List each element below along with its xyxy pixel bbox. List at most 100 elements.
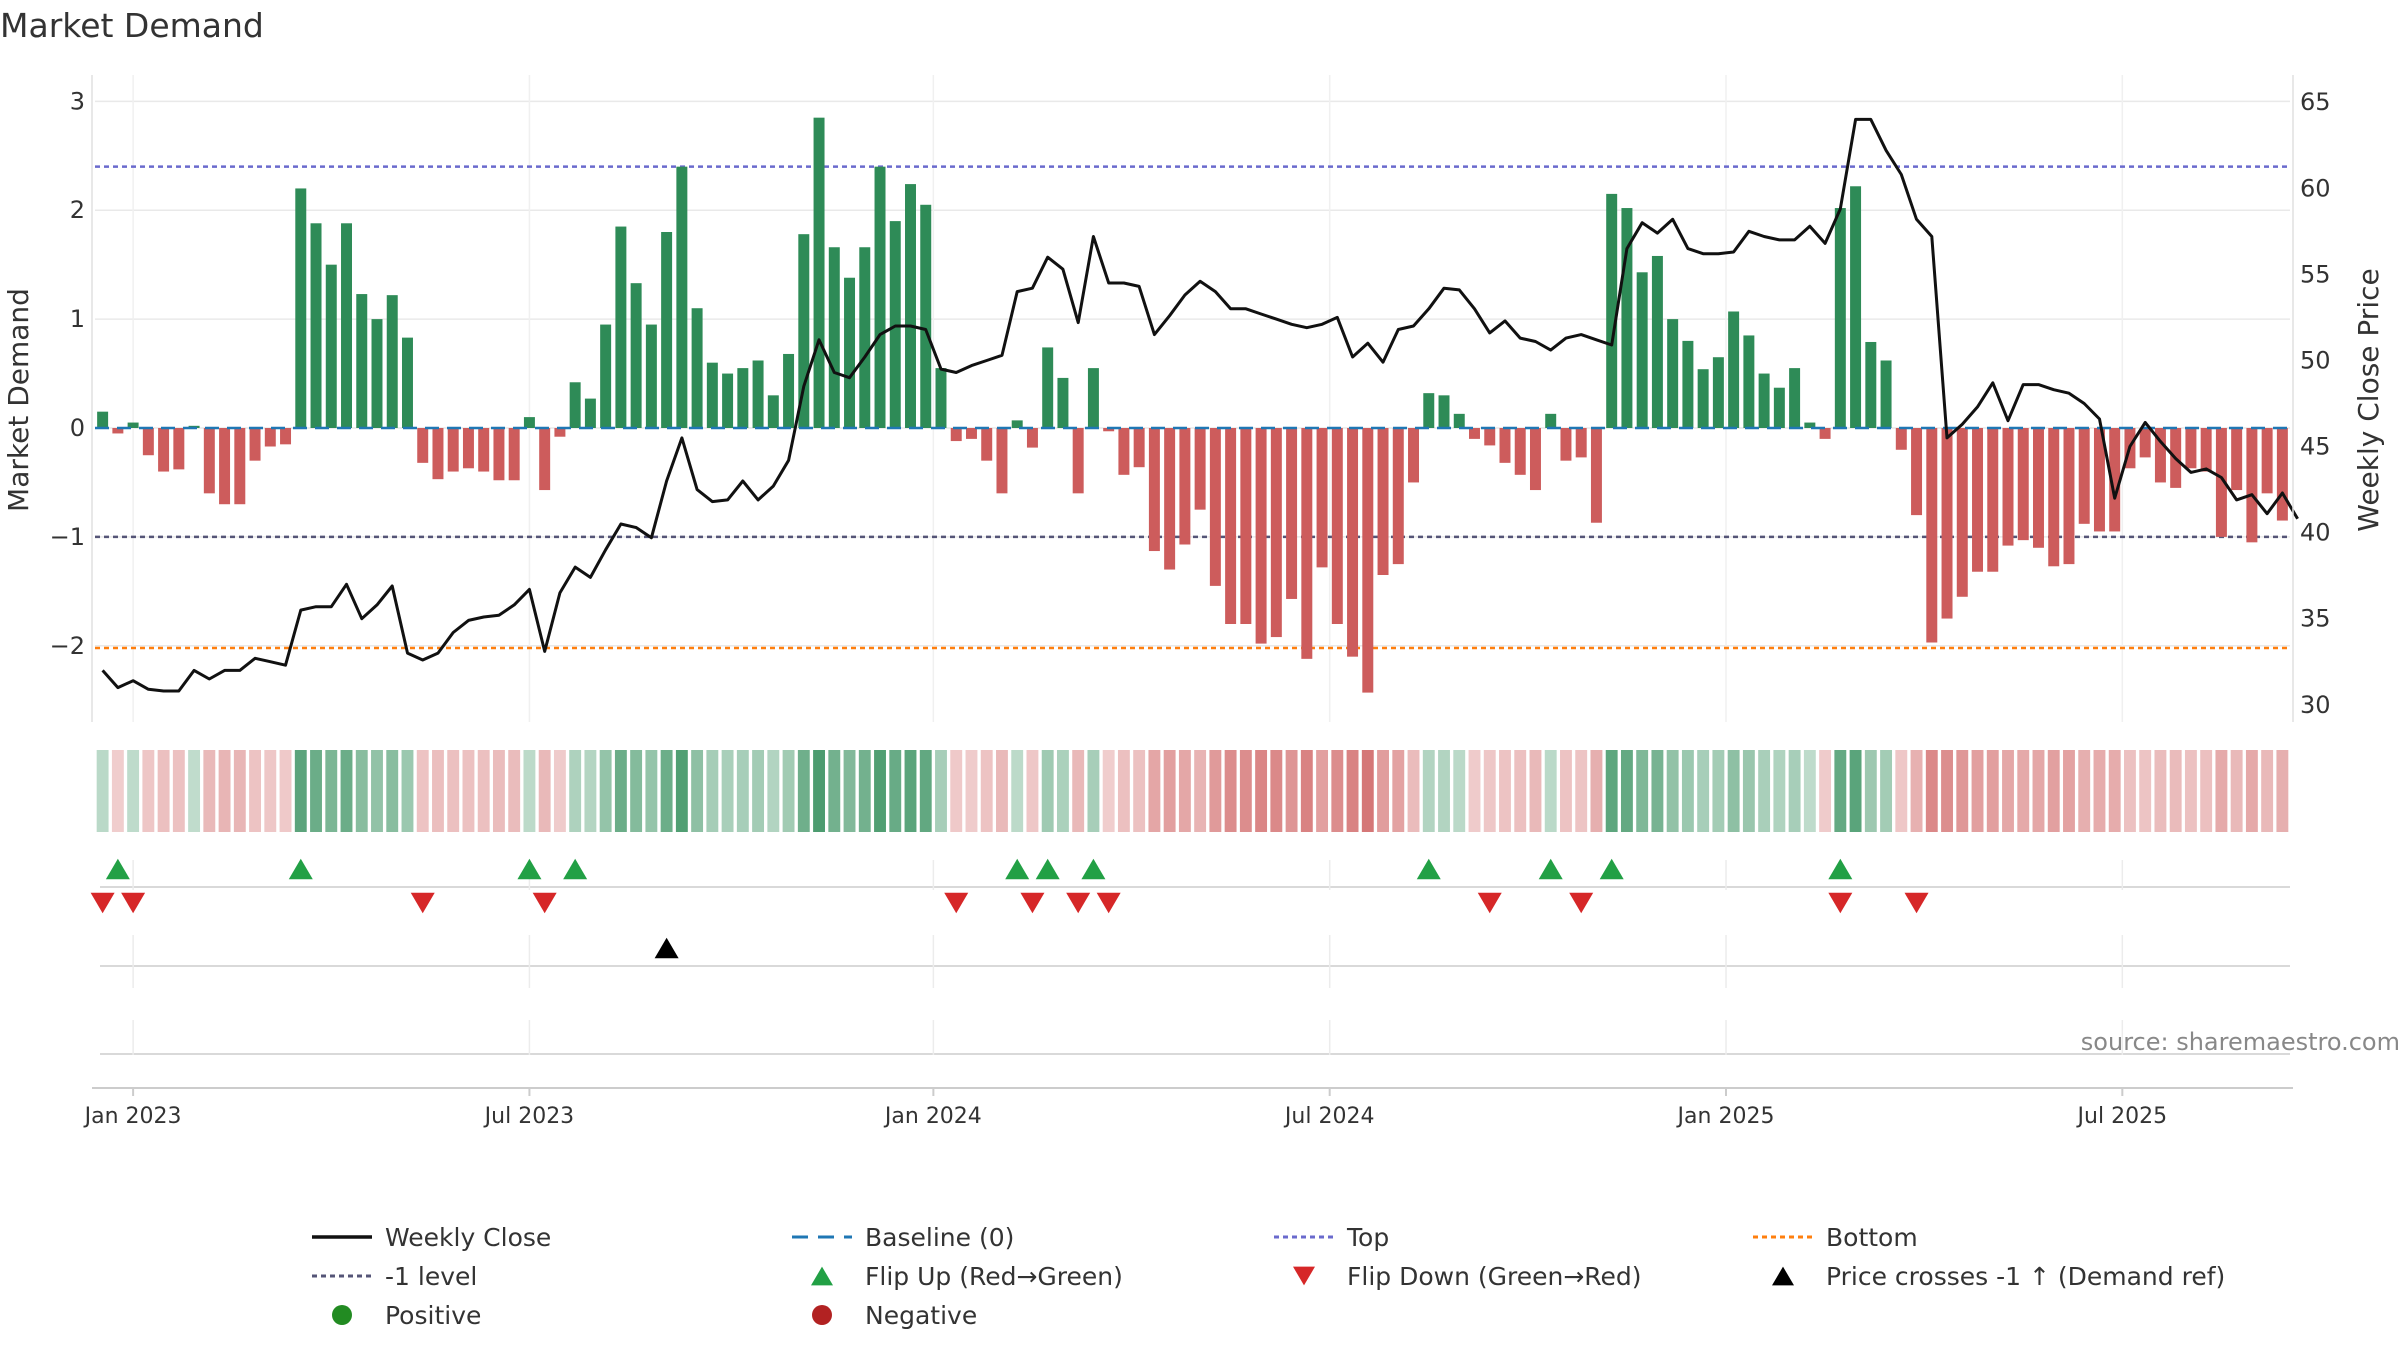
demand-bar: [280, 428, 292, 445]
heat-cell: [2078, 750, 2091, 832]
demand-bar: [2261, 428, 2273, 494]
heat-cell: [1163, 750, 1176, 832]
flip-up-marker: [105, 858, 130, 880]
legend: Weekly Close Baseline (0) Top Bottom -1 leve…: [312, 1223, 2225, 1330]
heat-cell: [1255, 750, 1268, 832]
heat-cell: [1636, 750, 1649, 832]
demand-bar: [1499, 428, 1511, 463]
heat-cell: [1407, 750, 1420, 832]
heat-cell: [721, 750, 734, 832]
heat-cell: [2154, 750, 2167, 832]
demand-bar: [1240, 428, 1252, 624]
demand-bar: [1819, 428, 1831, 439]
heat-cell: [1986, 750, 1999, 832]
heat-cell: [1514, 750, 1527, 832]
y-axis-left-label: Market Demand: [2, 288, 35, 512]
heat-cell: [1544, 750, 1557, 832]
heat-cell: [1712, 750, 1725, 832]
demand-bar: [2185, 428, 2197, 469]
legend-flip-up-icon: [811, 1266, 833, 1286]
heat-cell: [614, 750, 627, 832]
heat-cell: [1925, 750, 1938, 832]
demand-bar: [142, 428, 154, 456]
heat-cell: [2002, 750, 2014, 832]
heat-cell: [325, 750, 338, 832]
heat-cell: [203, 750, 216, 832]
heat-cell: [2261, 750, 2274, 832]
demand-bar: [706, 362, 718, 428]
heat-cell: [249, 750, 261, 832]
heat-cell: [1819, 750, 1832, 832]
heat-cell: [569, 750, 582, 832]
heat-cell: [157, 750, 170, 832]
flip-down-marker: [1904, 892, 1929, 914]
legend-label: Baseline (0): [865, 1223, 1014, 1252]
demand-bar: [676, 166, 688, 428]
demand-bar: [859, 247, 871, 428]
source-credit: source: sharemaestro.com: [2081, 1028, 2400, 1056]
heat-cell: [1239, 750, 1252, 832]
demand-bar: [2231, 428, 2243, 491]
demand-bar: [1545, 413, 1557, 428]
demand-bar: [1728, 311, 1740, 428]
heat-cell: [2139, 750, 2152, 832]
demand-bar: [295, 188, 307, 428]
legend-price-cross-icon: [1772, 1266, 1794, 1286]
heat-cell: [904, 750, 917, 832]
y-right-tick-label: 55: [2300, 260, 2331, 288]
demand-bar: [2154, 428, 2166, 483]
heat-cell: [492, 750, 505, 832]
heat-cell: [1178, 750, 1191, 832]
demand-bar: [1423, 393, 1435, 428]
heat-cell: [691, 750, 704, 832]
demand-bar: [447, 428, 459, 472]
demand-bar: [1118, 428, 1130, 475]
demand-bar: [783, 353, 795, 428]
heat-cell: [2063, 750, 2075, 832]
demand-bar: [1621, 208, 1633, 428]
demand-bar: [1789, 368, 1801, 428]
demand-bar: [127, 422, 139, 428]
heat-cell: [1499, 750, 1511, 832]
heat-cell: [1117, 750, 1130, 832]
demand-bar: [630, 283, 642, 428]
demand-bar: [341, 223, 352, 428]
heat-cell: [462, 750, 475, 832]
demand-bar: [1804, 422, 1816, 428]
demand-bar: [371, 319, 383, 428]
demand-bar: [1194, 428, 1206, 510]
demand-bar: [767, 395, 779, 428]
heat-cell: [1346, 750, 1359, 832]
flip-up-marker: [517, 858, 542, 880]
heat-cell: [782, 750, 795, 832]
demand-bar: [539, 428, 551, 491]
legend-label: Weekly Close: [385, 1223, 551, 1252]
demand-bar: [584, 398, 596, 428]
heat-cell: [1697, 750, 1710, 832]
flip-down-marker: [410, 892, 435, 914]
heat-cell: [1483, 750, 1496, 832]
weekly-close-series: [101, 117, 2299, 693]
heat-cell: [2108, 750, 2121, 832]
demand-bar: [2063, 428, 2075, 565]
heat-cell: [1651, 750, 1664, 832]
heat-cell: [127, 750, 140, 832]
heat-cell: [2276, 750, 2289, 832]
weekly-close-line: [101, 117, 2299, 693]
demand-bar: [1377, 428, 1389, 575]
y-right-tick-label: 35: [2300, 605, 2331, 633]
demand-bar: [1453, 413, 1465, 428]
heat-cell: [264, 750, 277, 832]
heat-cell: [1560, 750, 1572, 832]
demand-bar: [1575, 428, 1587, 458]
heat-cell: [447, 750, 460, 832]
heat-cell: [1666, 750, 1679, 832]
heat-cell: [767, 750, 780, 832]
demand-bar: [569, 382, 581, 428]
flip-down-marker: [1828, 892, 1853, 914]
demand-bar: [737, 368, 749, 428]
flip-up-marker: [1035, 858, 1060, 880]
demand-bar: [325, 264, 337, 428]
demand-bar: [1895, 428, 1907, 450]
demand-bar: [1255, 428, 1267, 644]
